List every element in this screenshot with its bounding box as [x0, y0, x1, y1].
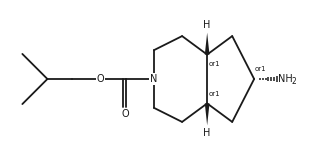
- Text: H: H: [204, 128, 211, 138]
- Text: O: O: [97, 74, 104, 84]
- Text: H: H: [204, 20, 211, 30]
- Text: NH: NH: [278, 74, 293, 84]
- Text: or1: or1: [209, 61, 220, 67]
- Text: 2: 2: [291, 77, 296, 86]
- Text: or1: or1: [255, 66, 267, 72]
- Text: or1: or1: [209, 91, 220, 97]
- Text: N: N: [150, 74, 158, 84]
- Text: O: O: [122, 109, 129, 119]
- Polygon shape: [205, 33, 210, 55]
- Polygon shape: [205, 103, 210, 125]
